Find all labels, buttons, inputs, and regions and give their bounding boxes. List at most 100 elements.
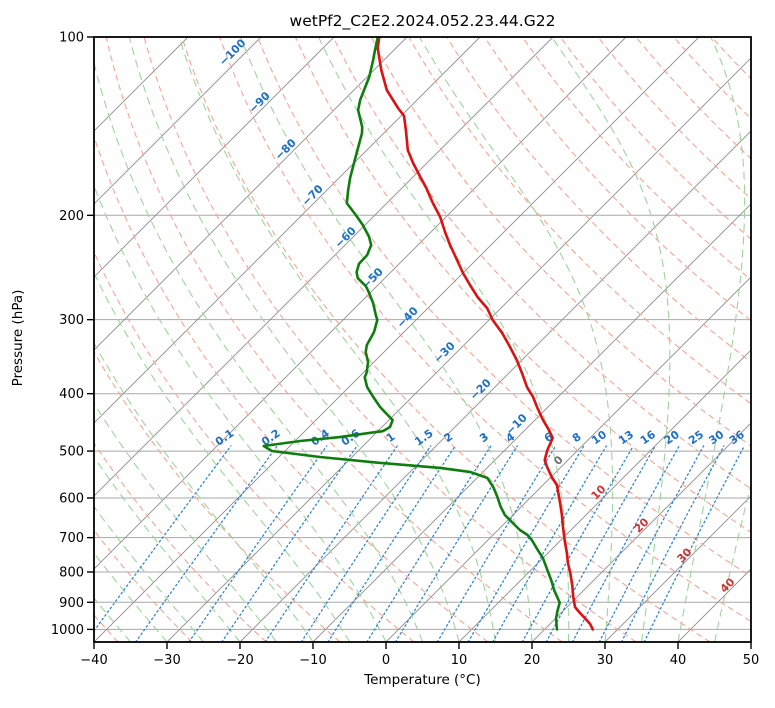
mixing-ratio-label: 20 xyxy=(662,428,682,448)
mixing-ratio-line xyxy=(221,445,358,642)
x-tick-label: −30 xyxy=(153,653,180,668)
dry-adiabat-line xyxy=(94,350,341,642)
dry-adiabat-line xyxy=(446,37,751,363)
isotherm-line xyxy=(94,37,481,424)
isotherm-line xyxy=(94,37,262,205)
isotherm-line xyxy=(94,37,554,497)
moist-adiabat-line xyxy=(94,552,168,642)
plot-title: wetPf2_C2E2.2024.052.23.44.G22 xyxy=(289,12,556,30)
plot-area: 0.1 0.2 0.4 0.6 1 1.5 2 3 4 6 8 10 13 16 20 25 30 36−100−… xyxy=(94,36,751,642)
moist-adiabat-line xyxy=(94,641,95,642)
isotherm-label: 40 xyxy=(718,575,738,595)
dry-adiabat-line xyxy=(484,37,751,322)
mixing-ratio-line xyxy=(436,445,557,642)
isotherm-line xyxy=(604,495,751,642)
y-tick-label: 100 xyxy=(59,31,84,46)
dry-adiabat-line xyxy=(332,37,751,490)
mixing-ratio-label: 13 xyxy=(616,428,636,447)
x-tick-label: −20 xyxy=(226,653,253,668)
dry-adiabat-line xyxy=(105,37,563,642)
dry-adiabat-line xyxy=(521,37,751,281)
dry-adiabat-line xyxy=(181,37,711,642)
isotherm-line xyxy=(94,37,627,570)
moist-adiabat-line xyxy=(94,60,424,642)
isotherm-line xyxy=(239,130,751,642)
dry-adiabat-line xyxy=(257,37,751,578)
y-tick-label: 1000 xyxy=(51,623,84,638)
y-tick-label: 200 xyxy=(59,209,84,224)
moist-adiabat-line xyxy=(94,271,350,642)
plot-border xyxy=(93,36,752,643)
dry-adiabat-line xyxy=(219,37,751,623)
isotherm-label: −40 xyxy=(394,304,421,331)
isotherm-label: −30 xyxy=(431,339,458,366)
y-tick-label: 800 xyxy=(59,565,84,580)
dry-adiabat-line xyxy=(711,37,751,80)
x-tick-label: 30 xyxy=(597,653,614,668)
mixing-ratio-line xyxy=(264,445,398,642)
dry-adiabat-line xyxy=(94,250,415,642)
x-tick-label: 50 xyxy=(743,653,760,668)
x-tick-label: 20 xyxy=(524,653,541,668)
mixing-ratio-label: 2 xyxy=(442,430,456,445)
moist-adiabat-line xyxy=(128,37,460,642)
x-tick-label: 0 xyxy=(382,653,390,668)
mixing-ratio-line xyxy=(394,445,518,642)
dry-adiabat-line xyxy=(94,614,119,642)
moist-adiabat-line xyxy=(94,402,277,642)
y-tick-label: 300 xyxy=(59,313,84,328)
isotherm-label: −10 xyxy=(503,411,530,438)
isotherm-label: 30 xyxy=(675,545,695,565)
moist-adiabat-line xyxy=(240,37,533,642)
isotherm-label: −50 xyxy=(359,265,386,292)
isotherm-label: −100 xyxy=(217,36,249,68)
moist-adiabat-line xyxy=(551,37,671,642)
x-tick-label: −10 xyxy=(299,653,326,668)
mixing-ratio-label: 16 xyxy=(638,428,658,448)
mixing-ratio-line xyxy=(94,445,232,633)
mixing-ratio-label: 1 xyxy=(384,430,398,445)
dry-adiabat-line xyxy=(94,135,489,642)
isotherm-line xyxy=(94,37,335,278)
mixing-ratio-line xyxy=(492,445,608,642)
mixing-ratio-label: 10 xyxy=(589,428,609,448)
isotherm-line xyxy=(458,349,751,642)
x-tick-label: 10 xyxy=(451,653,468,668)
moist-adiabat-line xyxy=(419,37,614,642)
isotherm-label: −20 xyxy=(467,376,494,403)
mixing-ratio-line xyxy=(545,445,656,642)
isotherm-line xyxy=(385,276,751,642)
isotherm-line xyxy=(312,203,751,642)
isotherm-label: 0 xyxy=(551,453,566,468)
mixing-ratio-label: 1.5 xyxy=(412,427,435,449)
moist-adiabat-line xyxy=(677,37,746,642)
y-tick-label: 900 xyxy=(59,596,84,611)
moist-adiabat-line xyxy=(94,505,204,642)
dry-adiabat-line xyxy=(597,37,751,200)
isotherm-line xyxy=(166,57,751,642)
mixing-ratio-line xyxy=(135,445,278,642)
y-tick-label: 700 xyxy=(59,531,84,546)
mixing-ratio-line xyxy=(620,445,725,642)
moist-adiabat-line xyxy=(178,37,497,642)
dry-adiabat-line xyxy=(94,442,267,642)
y-tick-label: 600 xyxy=(59,491,84,506)
y-tick-label: 400 xyxy=(59,387,84,402)
temperature-curve xyxy=(376,37,595,631)
dry-adiabat-line xyxy=(294,37,751,533)
dry-adiabat-line xyxy=(749,37,751,40)
isotherm-line xyxy=(94,37,700,642)
isotherm-label: 20 xyxy=(632,515,652,535)
mixing-ratio-line xyxy=(300,445,432,642)
isotherm-line xyxy=(677,568,751,642)
isotherm-line xyxy=(750,641,751,642)
mixing-ratio-label: 3 xyxy=(477,430,491,445)
moist-adiabat-line xyxy=(750,639,751,642)
moist-adiabat-line xyxy=(94,456,241,642)
dry-adiabat-line xyxy=(635,37,751,160)
moist-adiabat-line xyxy=(94,342,314,642)
dry-adiabat-line xyxy=(370,37,751,447)
mixing-ratio-line xyxy=(188,445,328,642)
moist-adiabat-line xyxy=(94,184,387,642)
